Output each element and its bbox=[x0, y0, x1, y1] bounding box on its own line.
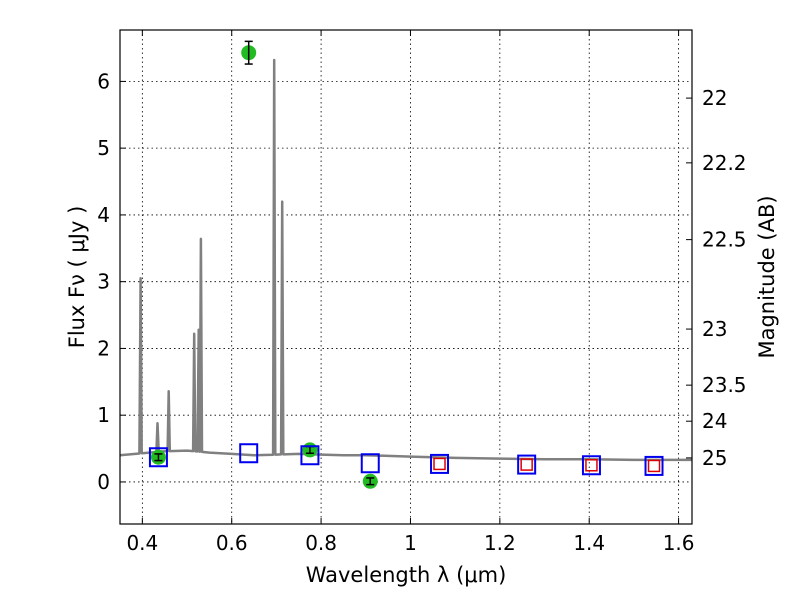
secondary-model-square bbox=[647, 459, 661, 473]
model-square bbox=[644, 455, 664, 476]
x-tick-label: 0.6 bbox=[216, 531, 248, 555]
secondary-model-square bbox=[433, 457, 446, 471]
y-tick-label: 2 bbox=[97, 336, 110, 360]
model-square bbox=[148, 447, 168, 468]
plot-frame bbox=[119, 29, 693, 525]
spectrum bbox=[119, 58, 692, 462]
right-tick-label: 22 bbox=[702, 86, 727, 110]
model-square bbox=[517, 454, 537, 475]
y-tick-label: 5 bbox=[97, 136, 110, 160]
grid bbox=[120, 30, 692, 524]
y-tick-label: 1 bbox=[97, 403, 110, 427]
photometry-markers bbox=[148, 40, 664, 489]
right-tick-label: 22.2 bbox=[702, 151, 747, 175]
secondary-model-square bbox=[585, 459, 598, 472]
x-tick-label: 1.2 bbox=[484, 531, 516, 555]
right-tick-label: 23.5 bbox=[702, 373, 747, 397]
x-tick-label: 0.8 bbox=[305, 531, 337, 555]
y-tick-label: 0 bbox=[97, 470, 110, 494]
y-tick-label: 4 bbox=[97, 203, 110, 227]
x-tick-label: 1.4 bbox=[573, 531, 605, 555]
model-spectrum-line bbox=[119, 58, 692, 462]
model-square bbox=[430, 453, 450, 474]
x-tick-label: 1 bbox=[404, 531, 417, 555]
secondary-model-square bbox=[520, 458, 533, 471]
x-axis-label: Wavelength λ (μm) bbox=[306, 563, 507, 587]
y-tick-label: 3 bbox=[97, 270, 110, 294]
model-square bbox=[360, 453, 380, 474]
right-tick-label: 22.5 bbox=[702, 228, 747, 252]
right-axis-label: Magnitude (AB) bbox=[755, 195, 779, 358]
right-tick-label: 25 bbox=[702, 446, 727, 470]
x-tick-label: 0.4 bbox=[126, 531, 158, 555]
x-tick-label: 1.6 bbox=[663, 531, 695, 555]
model-square bbox=[581, 455, 601, 476]
y-axis-label: Flux Fν ( μJy ) bbox=[65, 206, 89, 349]
model-square bbox=[300, 445, 320, 466]
right-tick-label: 24 bbox=[702, 409, 727, 433]
y-tick-label: 6 bbox=[97, 69, 110, 93]
right-tick-label: 23 bbox=[702, 317, 727, 341]
axis-ticks: 0.4 0.6 0.8 1 1.2 1.4 1.601234562222.222.52323… bbox=[97, 30, 747, 555]
model-square bbox=[239, 443, 259, 464]
